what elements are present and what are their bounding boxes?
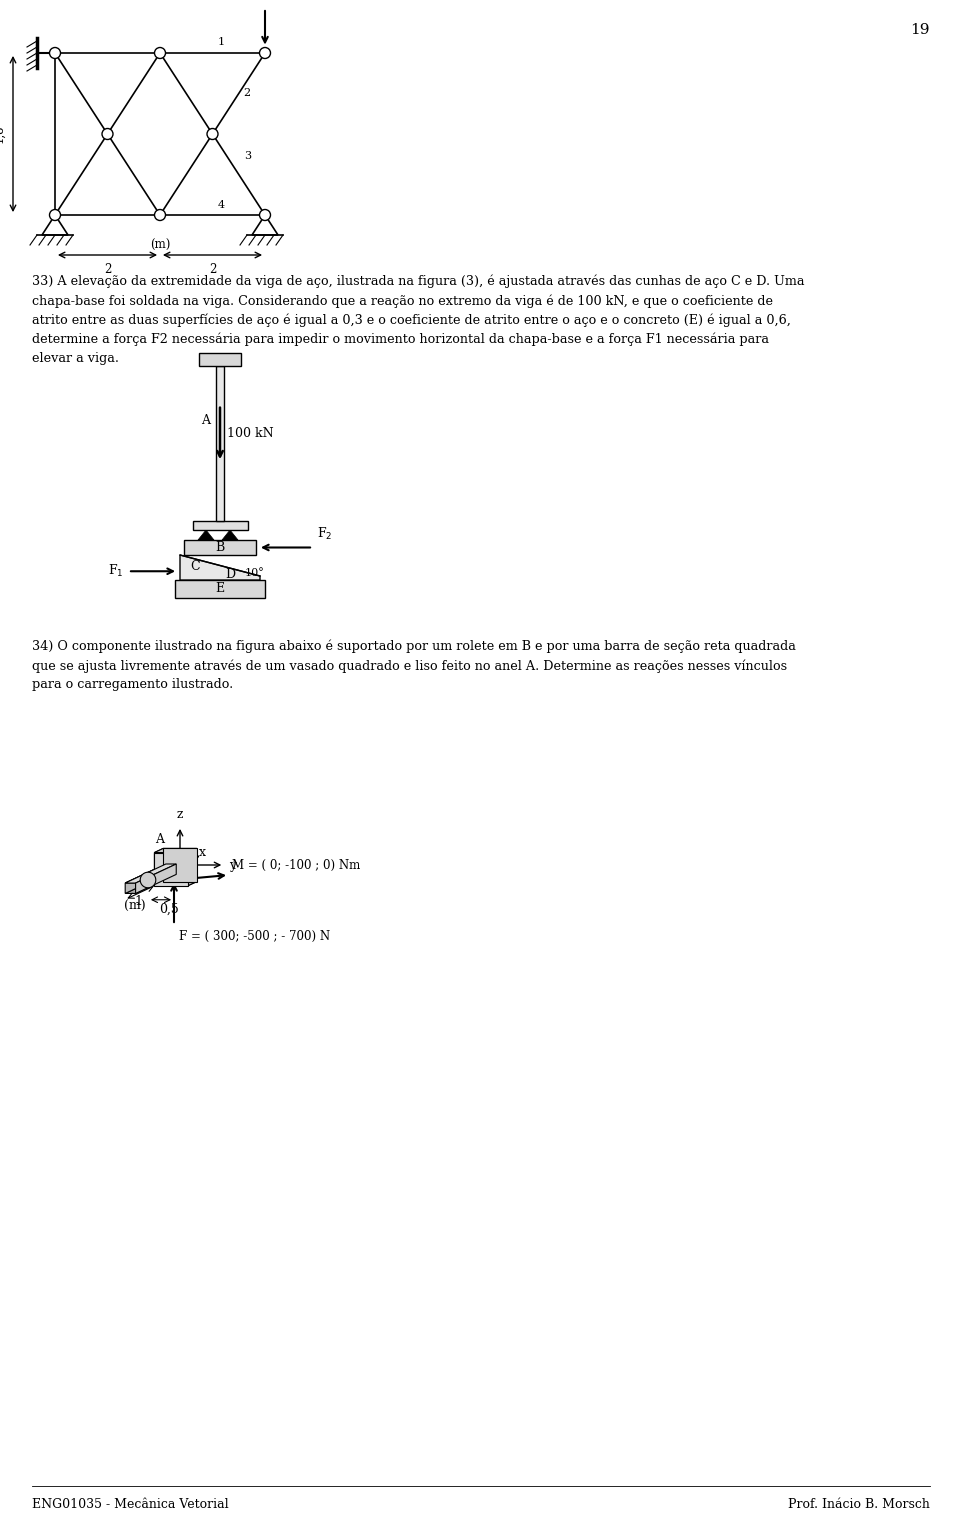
Circle shape	[102, 129, 113, 140]
Polygon shape	[155, 848, 163, 886]
Bar	[199, 353, 241, 366]
Polygon shape	[140, 872, 156, 888]
Text: 34) O componente ilustrado na figura abaixo é suportado por um rolete em B e por: 34) O componente ilustrado na figura aba…	[32, 640, 796, 692]
Text: 0,5: 0,5	[159, 903, 180, 917]
Polygon shape	[155, 848, 197, 853]
Text: F = ( 300; -500 ; - 700) N: F = ( 300; -500 ; - 700) N	[179, 930, 330, 942]
Text: E: E	[215, 582, 225, 596]
Polygon shape	[163, 848, 197, 882]
Text: z: z	[177, 807, 183, 821]
Polygon shape	[188, 848, 197, 886]
Circle shape	[50, 210, 60, 220]
Text: y: y	[229, 859, 236, 871]
Text: 33) A elevação da extremidade da viga de aço, ilustrada na figura (3), é ajustad: 33) A elevação da extremidade da viga de…	[32, 275, 804, 365]
Text: (m): (m)	[150, 239, 170, 252]
Polygon shape	[135, 863, 177, 894]
Text: 1: 1	[218, 36, 225, 47]
Text: 1,8: 1,8	[0, 125, 5, 143]
Bar	[175, 581, 265, 597]
Circle shape	[50, 47, 60, 58]
Polygon shape	[125, 856, 193, 883]
Text: 10°: 10°	[245, 568, 265, 578]
Text: 2 kN: 2 kN	[231, 0, 260, 3]
Text: B: B	[159, 853, 169, 866]
Text: 3: 3	[244, 152, 251, 161]
Circle shape	[259, 47, 271, 58]
Text: M = ( 0; -100 ; 0) Nm: M = ( 0; -100 ; 0) Nm	[232, 859, 360, 872]
Text: ENG01035 - Mecânica Vetorial: ENG01035 - Mecânica Vetorial	[32, 1499, 228, 1511]
Text: F$_2$: F$_2$	[317, 526, 332, 543]
Polygon shape	[135, 856, 193, 894]
Text: 2: 2	[244, 88, 251, 99]
Text: B: B	[215, 541, 225, 553]
Polygon shape	[198, 530, 214, 540]
Text: A: A	[201, 413, 210, 427]
Bar	[193, 521, 248, 530]
Text: 4: 4	[218, 201, 225, 210]
Text: x: x	[199, 847, 205, 859]
Polygon shape	[125, 856, 182, 894]
Text: 19: 19	[910, 23, 930, 36]
Text: F$_1$: F$_1$	[108, 564, 124, 579]
Circle shape	[155, 47, 165, 58]
Circle shape	[259, 210, 271, 220]
Polygon shape	[155, 853, 188, 886]
Circle shape	[155, 210, 165, 220]
Text: D: D	[225, 568, 235, 582]
Text: 2: 2	[104, 263, 111, 277]
Bar	[184, 540, 256, 555]
Text: 0,5: 0,5	[160, 868, 180, 882]
Circle shape	[207, 129, 218, 140]
Text: (m): (m)	[124, 900, 145, 912]
Polygon shape	[180, 555, 260, 581]
Text: Prof. Inácio B. Morsch: Prof. Inácio B. Morsch	[788, 1499, 930, 1511]
Bar	[216, 366, 224, 521]
Text: 1: 1	[134, 895, 142, 907]
Polygon shape	[155, 882, 197, 886]
Text: A: A	[156, 833, 164, 847]
Polygon shape	[125, 866, 193, 894]
Text: C: C	[190, 559, 200, 573]
Text: 100 kN: 100 kN	[227, 427, 274, 439]
Text: 2: 2	[209, 263, 216, 277]
Polygon shape	[125, 863, 177, 883]
Polygon shape	[222, 530, 238, 540]
